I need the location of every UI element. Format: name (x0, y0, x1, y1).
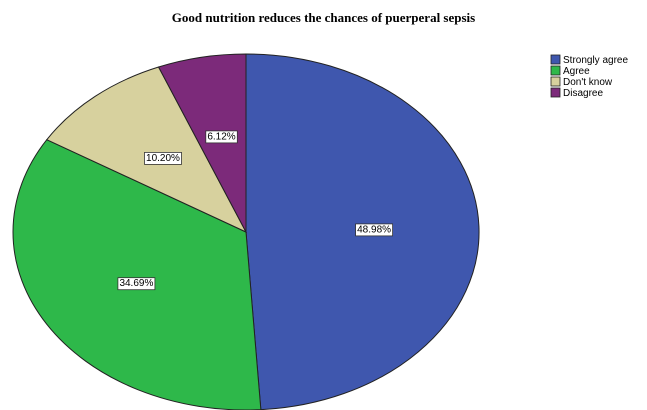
slice-label-box (144, 151, 182, 165)
pie-slice-labels: 48.98% 34.69% 10.20% 6.12% (117, 130, 394, 291)
slice-label-box (205, 130, 238, 144)
legend-label: Agree (563, 66, 590, 77)
legend-swatch (550, 76, 561, 87)
slice-label-box (117, 277, 156, 291)
slice-label-text: 6.12% (207, 131, 235, 142)
slice-label-don-t-know: 10.20% (144, 151, 182, 165)
slice-label-text: 10.20% (146, 153, 180, 164)
legend-swatch (550, 65, 561, 76)
pie-slice-agree (12, 139, 262, 410)
slice-label-text: 34.69% (119, 278, 153, 289)
slice-label-strongly-agree: 48.98% (355, 223, 394, 237)
legend-swatch (550, 54, 561, 65)
legend-item-disagree: Disagree (550, 87, 603, 99)
legend-label: Disagree (563, 88, 603, 99)
slice-label-text: 48.98% (357, 224, 391, 235)
legend-item-agree: Agree (550, 65, 590, 77)
chart-title: Good nutrition reduces the chances of pu… (171, 10, 476, 25)
legend-swatch (550, 87, 561, 98)
legend-label: Don't know (563, 77, 613, 88)
slice-label-box (355, 223, 394, 237)
slice-label-disagree: 6.12% (205, 130, 238, 144)
legend-label: Strongly agree (563, 55, 628, 66)
pie-slice-disagree (157, 53, 247, 233)
legend-item-strongly-agree: Strongly agree (550, 54, 628, 66)
slice-label-agree: 34.69% (117, 277, 156, 291)
pie-slice-don-t-know (46, 66, 248, 234)
pie-slices (12, 53, 480, 410)
legend-item-don-t-know: Don't know (550, 76, 613, 88)
